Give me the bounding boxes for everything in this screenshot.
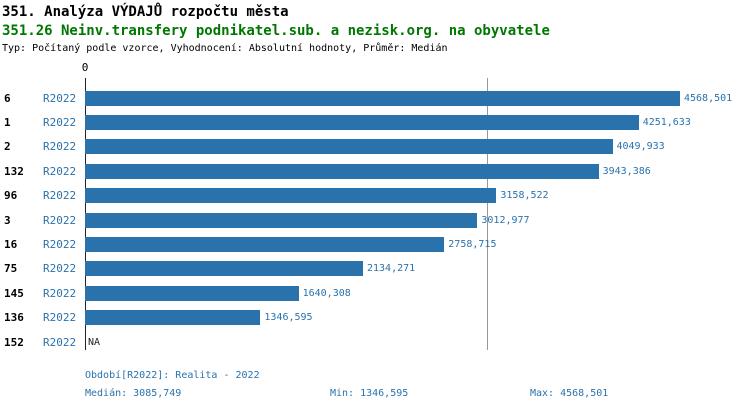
value-bar (85, 163, 599, 179)
row-period-label: R2022 (43, 286, 77, 300)
value-label: 3012,977 (481, 214, 530, 226)
value-bar (85, 188, 497, 204)
row-period-label: R2022 (43, 91, 77, 105)
value-label: 1346,595 (264, 312, 313, 324)
chart-header: 351. Analýza VÝDAJŮ rozpočtu města 351.2… (0, 0, 750, 56)
row-period-label: R2022 (43, 213, 77, 227)
row-rank-label: 132 (4, 164, 24, 178)
row-rank-label: 1 (4, 116, 11, 130)
value-bar (85, 90, 680, 106)
row-period-label: R2022 (43, 189, 77, 203)
max-stat: Max: 4568,501 (530, 388, 609, 399)
indicator-title: 351.26 Neinv.transfery podnikatel.sub. a… (2, 23, 550, 39)
row-rank-label: 2 (4, 140, 11, 154)
chart-row: 1 R2022 4251,633 (0, 110, 750, 134)
value-bar (85, 139, 613, 155)
row-bar-area: 4568,501 (85, 86, 750, 110)
value-label: 1640,308 (302, 287, 351, 299)
x-axis-origin-label: 0 (81, 61, 89, 74)
row-rank-label: 136 (4, 311, 24, 325)
row-bar-area: NA (85, 330, 750, 354)
row-bar-area: 1640,308 (85, 281, 750, 305)
row-bar-area: 3943,386 (85, 159, 750, 183)
row-rank-label: 16 (4, 238, 18, 252)
row-bar-area: 1346,595 (85, 306, 750, 330)
value-bar (85, 115, 639, 131)
chart-row: 3 R2022 3012,977 (0, 208, 750, 232)
chart-row: 16 R2022 2758,715 (0, 232, 750, 256)
chart-rows: 6 R2022 4568,501 1 R2022 4251,633 2 R2022 4049,9… (0, 86, 750, 354)
value-bar (85, 212, 478, 228)
row-period-label: R2022 (43, 335, 77, 349)
median-stat: Medián: 3085,749 (85, 388, 182, 399)
chart-row: 75 R2022 2134,271 (0, 257, 750, 281)
row-period-label: R2022 (43, 238, 77, 252)
chart-row: 2 R2022 4049,933 (0, 135, 750, 159)
row-bar-area: 4049,933 (85, 135, 750, 159)
row-bar-area: 2758,715 (85, 232, 750, 256)
value-label: 4251,633 (642, 117, 691, 129)
row-bar-area: 2134,271 (85, 257, 750, 281)
min-stat: Min: 1346,595 (330, 388, 409, 399)
value-label: 4049,933 (616, 141, 665, 153)
value-bar (85, 310, 261, 326)
chart-row: 136 R2022 1346,595 (0, 306, 750, 330)
chart-footer: Období[R2022]: Realita - 2022 Medián: 30… (85, 368, 750, 403)
row-bar-area: 3012,977 (85, 208, 750, 232)
value-label: 2134,271 (367, 263, 416, 275)
row-rank-label: 6 (4, 91, 11, 105)
row-rank-label: 96 (4, 189, 18, 203)
value-label: 4568,501 (684, 92, 733, 104)
chart-row: 145 R2022 1640,308 (0, 281, 750, 305)
stats-line: Medián: 3085,749 Min: 1346,595 Max: 4568… (85, 388, 750, 403)
row-bar-area: 3158,522 (85, 184, 750, 208)
page-title: 351. Analýza VÝDAJŮ rozpočtu města (2, 4, 289, 20)
row-bar-area: 4251,633 (85, 110, 750, 134)
chart-row: 96 R2022 3158,522 (0, 184, 750, 208)
row-period-label: R2022 (43, 116, 77, 130)
bar-chart: 0 6 R2022 4568,501 1 R2022 4251,633 2 R2022 4049… (0, 60, 750, 352)
row-rank-label: 75 (4, 262, 18, 276)
chart-row: 132 R2022 3943,386 (0, 159, 750, 183)
value-label: 3158,522 (500, 190, 549, 202)
row-rank-label: 3 (4, 213, 11, 227)
row-period-label: R2022 (43, 262, 77, 276)
value-bar (85, 237, 445, 253)
value-label: NA (88, 336, 101, 348)
row-period-label: R2022 (43, 164, 77, 178)
median-gridline (487, 78, 488, 350)
value-label: 2758,715 (448, 239, 497, 251)
value-bar (85, 261, 363, 277)
row-rank-label: 152 (4, 335, 24, 349)
chart-subtitle: Typ: Počítaný podle vzorce, Vyhodnocení:… (2, 43, 448, 54)
row-rank-label: 145 (4, 286, 24, 300)
row-period-label: R2022 (43, 311, 77, 325)
value-label: 3943,386 (602, 165, 651, 177)
row-period-label: R2022 (43, 140, 77, 154)
value-bar (85, 285, 299, 301)
chart-row: 6 R2022 4568,501 (0, 86, 750, 110)
period-label: Období[R2022]: Realita - 2022 (85, 370, 260, 381)
chart-row: 152 R2022 NA (0, 330, 750, 354)
